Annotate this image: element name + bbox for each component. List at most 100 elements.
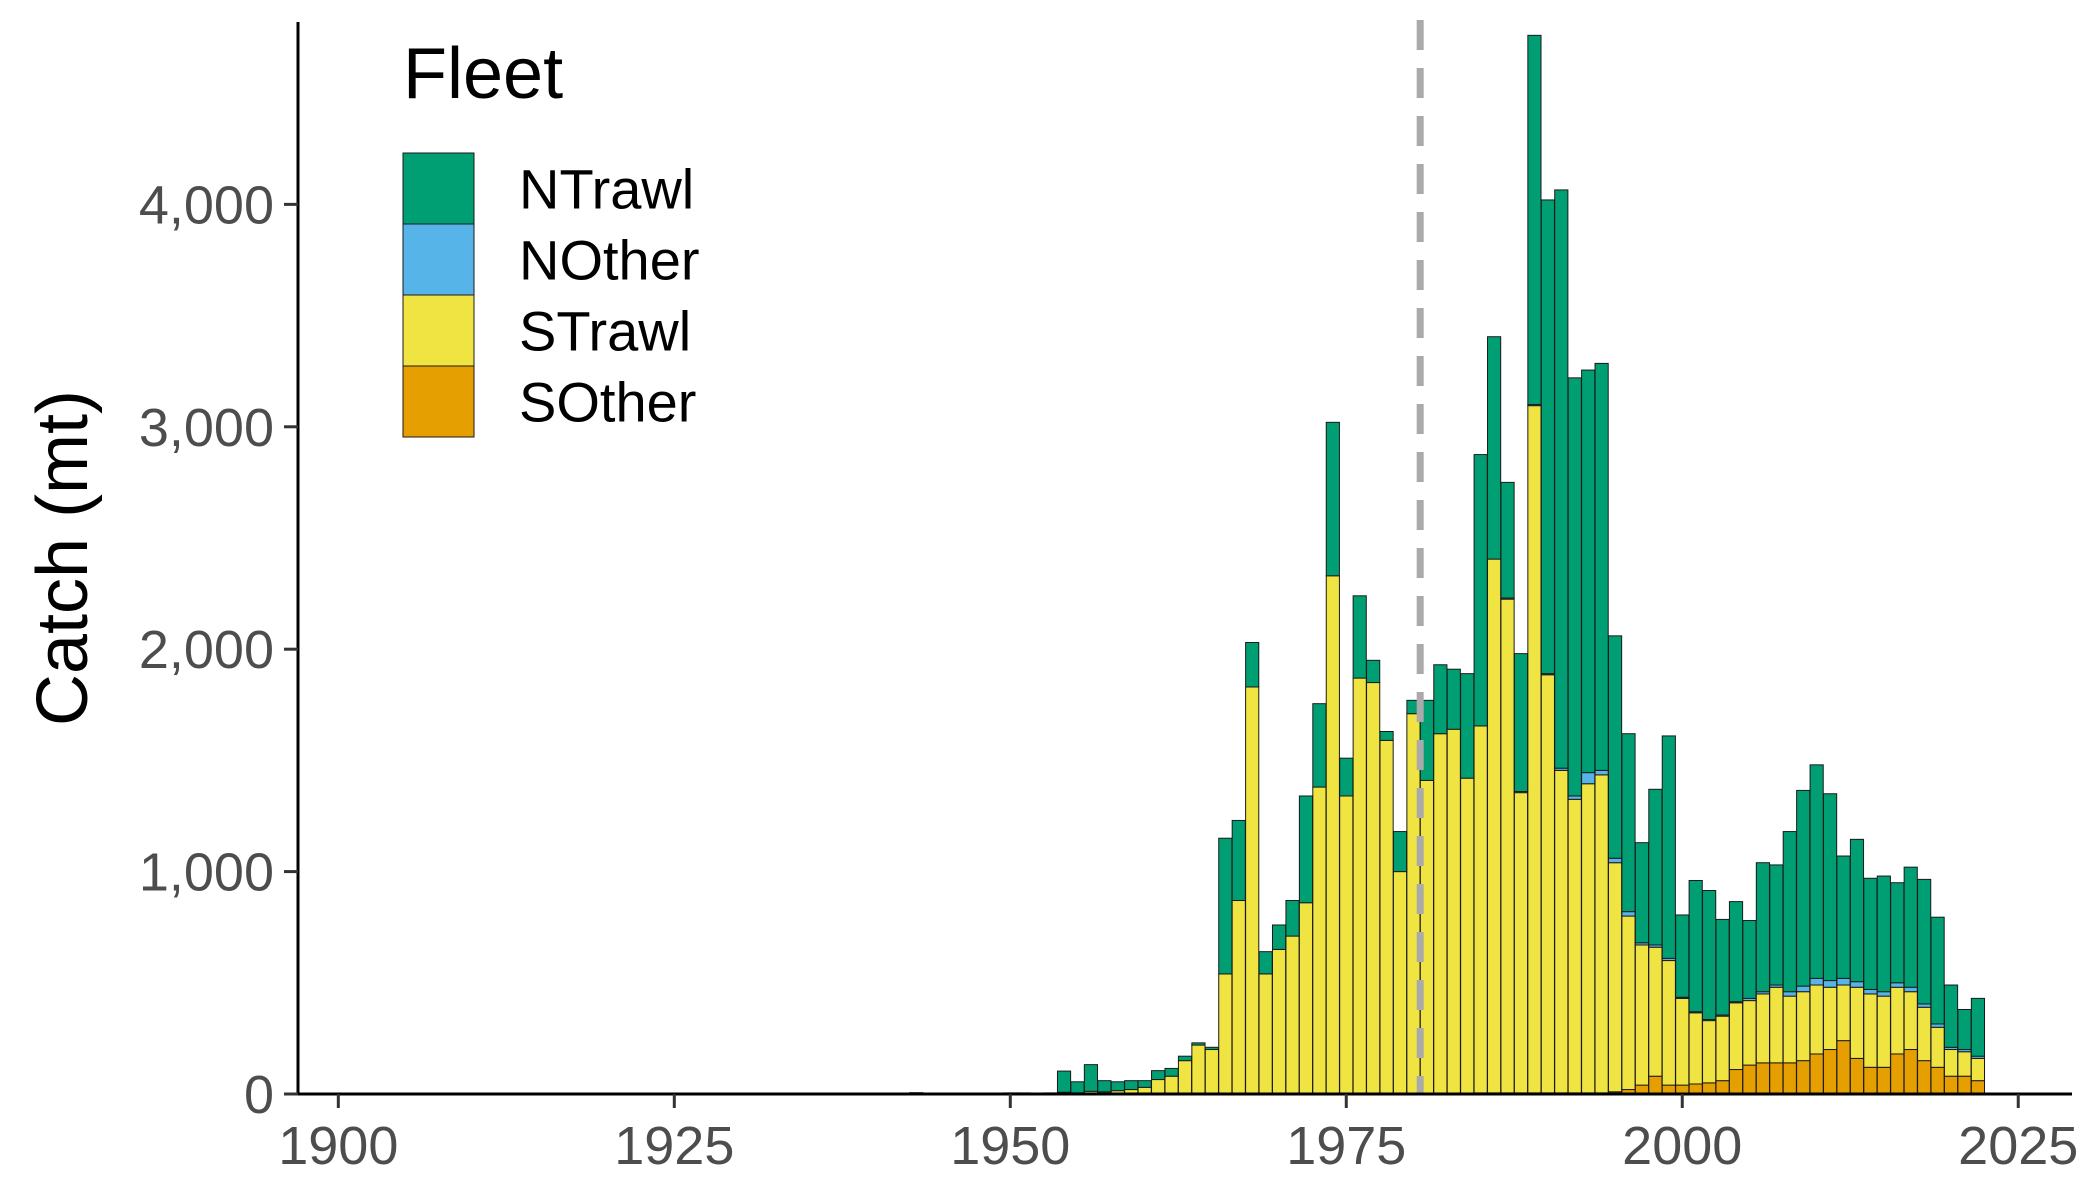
bar-strawl-1965 bbox=[1204, 1049, 1219, 1095]
legend-label-nother: NOther bbox=[519, 229, 700, 292]
y-tick-label-4000: 4,000 bbox=[139, 175, 274, 235]
bar-ntrawl-1992 bbox=[1567, 377, 1582, 797]
bar-strawl-1974 bbox=[1325, 575, 1340, 1095]
bar-strawl-2000 bbox=[1675, 997, 1690, 1086]
bar-ntrawl-2021 bbox=[1957, 1008, 1972, 1051]
bar-sother-2020 bbox=[1943, 1075, 1959, 1095]
bar-strawl-1997 bbox=[1634, 944, 1650, 1086]
x-tick-label-1900: 1900 bbox=[278, 1116, 398, 1176]
bars-layer bbox=[801, 34, 1986, 1095]
bar-ntrawl-1973 bbox=[1312, 703, 1327, 788]
bar-sother-2019 bbox=[1930, 1066, 1945, 1095]
bar-strawl-1964 bbox=[1191, 1044, 1206, 1095]
bar-strawl-1991 bbox=[1554, 769, 1569, 1094]
bar-strawl-2012 bbox=[1836, 984, 1851, 1042]
bar-nother-1993 bbox=[1581, 772, 1596, 785]
bar-ntrawl-1967 bbox=[1231, 819, 1246, 902]
bar-ntrawl-2009 bbox=[1796, 789, 1811, 987]
ticks-layer: 1900 1925 1950 1975 2000 2025 0 1,000 2,000 3,000… bbox=[139, 175, 2078, 1176]
bar-strawl-2006 bbox=[1755, 993, 1770, 1064]
bar-ntrawl-2001 bbox=[1688, 879, 1703, 1013]
bar-strawl-2013 bbox=[1849, 986, 1865, 1059]
bar-ntrawl-1971 bbox=[1285, 900, 1300, 937]
bar-sother-2003 bbox=[1715, 1080, 1730, 1095]
bar-strawl-1994 bbox=[1594, 774, 1609, 1094]
bar-strawl-2001 bbox=[1688, 1012, 1703, 1085]
bar-ntrawl-1958 bbox=[1110, 1081, 1125, 1092]
bar-strawl-2002 bbox=[1702, 1020, 1717, 1084]
bar-ntrawl-1986 bbox=[1487, 336, 1502, 560]
bar-strawl-2022 bbox=[1970, 1057, 1986, 1082]
bar-ntrawl-1963 bbox=[1177, 1055, 1193, 1062]
bar-strawl-1978 bbox=[1379, 739, 1394, 1095]
bar-ntrawl-1993 bbox=[1581, 369, 1596, 774]
bar-strawl-2004 bbox=[1728, 1002, 1744, 1071]
legend-key-ntrawl bbox=[402, 152, 475, 225]
bar-ntrawl-1956 bbox=[1083, 1064, 1099, 1092]
legend-label-ntrawl: NTrawl bbox=[519, 158, 694, 221]
bar-ntrawl-1962 bbox=[1164, 1067, 1179, 1077]
bar-strawl-2008 bbox=[1782, 995, 1797, 1064]
bar-strawl-1995 bbox=[1607, 862, 1623, 1093]
bar-sother-2017 bbox=[1903, 1049, 1918, 1095]
y-tick-label-2000: 2,000 bbox=[139, 620, 274, 680]
bar-strawl-1987 bbox=[1500, 598, 1515, 1094]
bar-ntrawl-2000 bbox=[1675, 914, 1690, 998]
x-tick-label-1975: 1975 bbox=[1286, 1116, 1406, 1176]
bar-sother-2022 bbox=[1970, 1080, 1986, 1095]
bar-ntrawl-1961 bbox=[1151, 1070, 1166, 1081]
bar-ntrawl-1974 bbox=[1325, 421, 1340, 577]
bar-strawl-1988 bbox=[1513, 792, 1529, 1094]
bar-strawl-2018 bbox=[1917, 1006, 1932, 1062]
bar-sother-2010 bbox=[1809, 1053, 1824, 1095]
bar-sother-1998 bbox=[1648, 1075, 1663, 1095]
legend-items: NTrawl NOther STrawl SOther bbox=[402, 152, 700, 438]
bar-ntrawl-1983 bbox=[1446, 668, 1461, 730]
bar-nother-1994 bbox=[1594, 769, 1609, 776]
bar-sother-2002 bbox=[1702, 1082, 1717, 1095]
bar-strawl-2020 bbox=[1943, 1049, 1959, 1077]
y-tick-label-3000: 3,000 bbox=[139, 398, 274, 458]
bar-ntrawl-1998 bbox=[1648, 788, 1663, 946]
x-tick-label-2025: 2025 bbox=[1958, 1116, 2078, 1176]
bar-sother-2014 bbox=[1863, 1066, 1878, 1095]
bar-ntrawl-2017 bbox=[1903, 866, 1918, 988]
bar-strawl-1984 bbox=[1460, 777, 1475, 1095]
bar-ntrawl-2018 bbox=[1917, 878, 1932, 1005]
bar-nother-2011 bbox=[1823, 980, 1838, 988]
bar-strawl-1992 bbox=[1567, 798, 1582, 1094]
bar-strawl-1970 bbox=[1271, 948, 1287, 1095]
bar-sother-2007 bbox=[1769, 1062, 1784, 1095]
bar-ntrawl-2014 bbox=[1863, 877, 1878, 990]
bar-strawl-1986 bbox=[1487, 558, 1502, 1094]
bar-ntrawl-1988 bbox=[1513, 653, 1529, 793]
bar-ntrawl-1982 bbox=[1433, 664, 1448, 735]
bar-ntrawl-1999 bbox=[1661, 735, 1676, 959]
bar-nother-2015 bbox=[1876, 991, 1891, 997]
bar-sother-2001 bbox=[1688, 1083, 1703, 1095]
bar-strawl-1996 bbox=[1621, 915, 1636, 1091]
bar-strawl-1983 bbox=[1446, 728, 1461, 1095]
bar-strawl-2005 bbox=[1742, 1000, 1757, 1066]
bar-strawl-1993 bbox=[1581, 783, 1596, 1094]
y-tick-label-1000: 1,000 bbox=[139, 843, 274, 903]
bar-strawl-1966 bbox=[1218, 973, 1233, 1095]
bar-ntrawl-1957 bbox=[1097, 1080, 1112, 1093]
bar-strawl-1979 bbox=[1392, 871, 1408, 1095]
bar-ntrawl-1968 bbox=[1245, 642, 1260, 688]
bar-strawl-2014 bbox=[1863, 993, 1878, 1068]
x-tick-label-2000: 2000 bbox=[1622, 1116, 1742, 1176]
bar-nother-1992 bbox=[1567, 795, 1582, 800]
bar-strawl-2019 bbox=[1930, 1026, 1945, 1068]
bar-strawl-1982 bbox=[1433, 733, 1448, 1095]
bar-ntrawl-1965 bbox=[1204, 1046, 1219, 1051]
bar-ntrawl-1995 bbox=[1607, 635, 1623, 859]
bar-ntrawl-2006 bbox=[1755, 862, 1770, 993]
bar-nother-2010 bbox=[1809, 977, 1824, 986]
bar-ntrawl-2022 bbox=[1970, 997, 1986, 1057]
x-tick-label-1925: 1925 bbox=[614, 1116, 734, 1176]
bar-strawl-1976 bbox=[1352, 677, 1367, 1095]
bar-strawl-2003 bbox=[1715, 1015, 1730, 1082]
bar-ntrawl-1987 bbox=[1500, 481, 1515, 599]
